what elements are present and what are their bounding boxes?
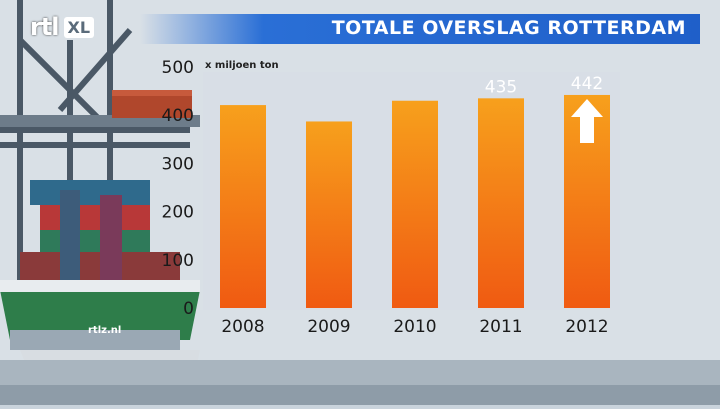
data-label-2012: 442 [571, 74, 603, 94]
x-tick-label: 2012 [565, 317, 608, 337]
ship-text: rtlz.nl [88, 325, 122, 336]
x-tick-label: 2010 [393, 317, 436, 337]
y-tick-label: 0 [183, 299, 194, 319]
data-label-2011: 435 [485, 77, 517, 97]
x-tick-label: 2011 [479, 317, 522, 337]
y-tick-label: 500 [162, 58, 194, 78]
y-tick-label: 400 [162, 106, 194, 126]
chart-title: TOTALE OVERSLAG ROTTERDAM [331, 17, 686, 39]
bar-2008 [220, 105, 266, 308]
y-tick-label: 200 [162, 203, 194, 223]
container-ship [0, 180, 720, 405]
logo-text: rtl [30, 13, 60, 41]
logo-badge: XL [63, 16, 95, 38]
y-tick-label: 300 [162, 154, 194, 174]
unit-label: x miljoen ton [205, 60, 279, 71]
y-tick-label: 100 [162, 251, 194, 271]
title-bar: TOTALE OVERSLAG ROTTERDAM [140, 14, 700, 44]
x-tick-label: 2009 [307, 317, 350, 337]
x-tick-label: 2008 [221, 317, 264, 337]
up-arrow-icon [571, 98, 603, 143]
channel-logo: rtl XL [30, 13, 95, 41]
bar-2011 [478, 98, 524, 308]
bar-2009 [306, 121, 352, 308]
bar-2010 [392, 100, 438, 309]
